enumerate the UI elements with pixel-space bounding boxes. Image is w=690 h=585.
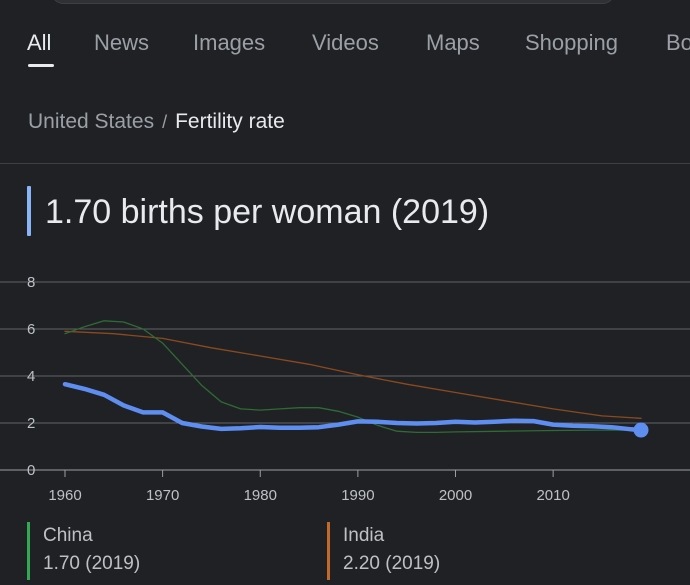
breadcrumb-parent-link[interactable]: United States bbox=[28, 110, 155, 133]
y-tick-label-6: 6 bbox=[27, 321, 35, 338]
tab-maps[interactable]: Maps bbox=[426, 30, 480, 55]
x-tick-label-2010: 2010 bbox=[536, 487, 569, 504]
active-tab-indicator bbox=[28, 64, 54, 67]
breadcrumb-current: Fertility rate bbox=[175, 110, 285, 133]
answer-value: 1.70 births per woman (2019) bbox=[45, 193, 490, 231]
y-tick-label-8: 8 bbox=[27, 274, 35, 291]
fertility-rate-chart[interactable]: 0 2 4 6 8 1960 1970 1980 1990 2000 2010 bbox=[0, 265, 690, 510]
breadcrumb-separator: / bbox=[162, 112, 168, 132]
y-tick-label-2: 2 bbox=[27, 415, 35, 432]
tab-shopping[interactable]: Shopping bbox=[525, 30, 618, 55]
legend-china-name: China bbox=[43, 525, 93, 546]
x-tick-label-1960: 1960 bbox=[48, 487, 81, 504]
series-line-china bbox=[64, 320, 642, 434]
legend-india-name: India bbox=[343, 525, 385, 546]
legend-india-value: 2.20 (2019) bbox=[343, 553, 441, 574]
legend-china-swatch bbox=[27, 522, 30, 580]
legend-india-swatch bbox=[327, 522, 330, 580]
tab-news[interactable]: News bbox=[94, 30, 150, 55]
series-line-united-states bbox=[62, 381, 644, 433]
breadcrumb: United States / Fertility rate bbox=[28, 108, 285, 136]
series-endpoint-marker[interactable] bbox=[633, 422, 649, 438]
tab-all[interactable]: All bbox=[27, 30, 52, 55]
section-divider bbox=[0, 163, 690, 164]
x-tick-label-1980: 1980 bbox=[244, 487, 277, 504]
legend-india[interactable]: India 2.20 (2019) bbox=[327, 522, 440, 580]
x-tick-label-2000: 2000 bbox=[439, 487, 472, 504]
x-tick-label-1970: 1970 bbox=[146, 487, 179, 504]
answer-accent-bar bbox=[27, 186, 31, 236]
y-tick-label-4: 4 bbox=[27, 368, 35, 385]
series-line-india bbox=[64, 330, 642, 419]
x-tick-label-1990: 1990 bbox=[341, 487, 374, 504]
tab-books[interactable]: Bo bbox=[666, 30, 690, 55]
search-tabs: All News Images Videos Maps Shopping Bo bbox=[0, 28, 690, 72]
tab-images[interactable]: Images bbox=[193, 30, 266, 55]
legend-china[interactable]: China 1.70 (2019) bbox=[27, 522, 140, 580]
legend-china-value: 1.70 (2019) bbox=[43, 553, 141, 574]
y-tick-label-0: 0 bbox=[27, 462, 35, 479]
search-box-edge[interactable] bbox=[52, 0, 614, 4]
tab-videos[interactable]: Videos bbox=[312, 30, 379, 55]
